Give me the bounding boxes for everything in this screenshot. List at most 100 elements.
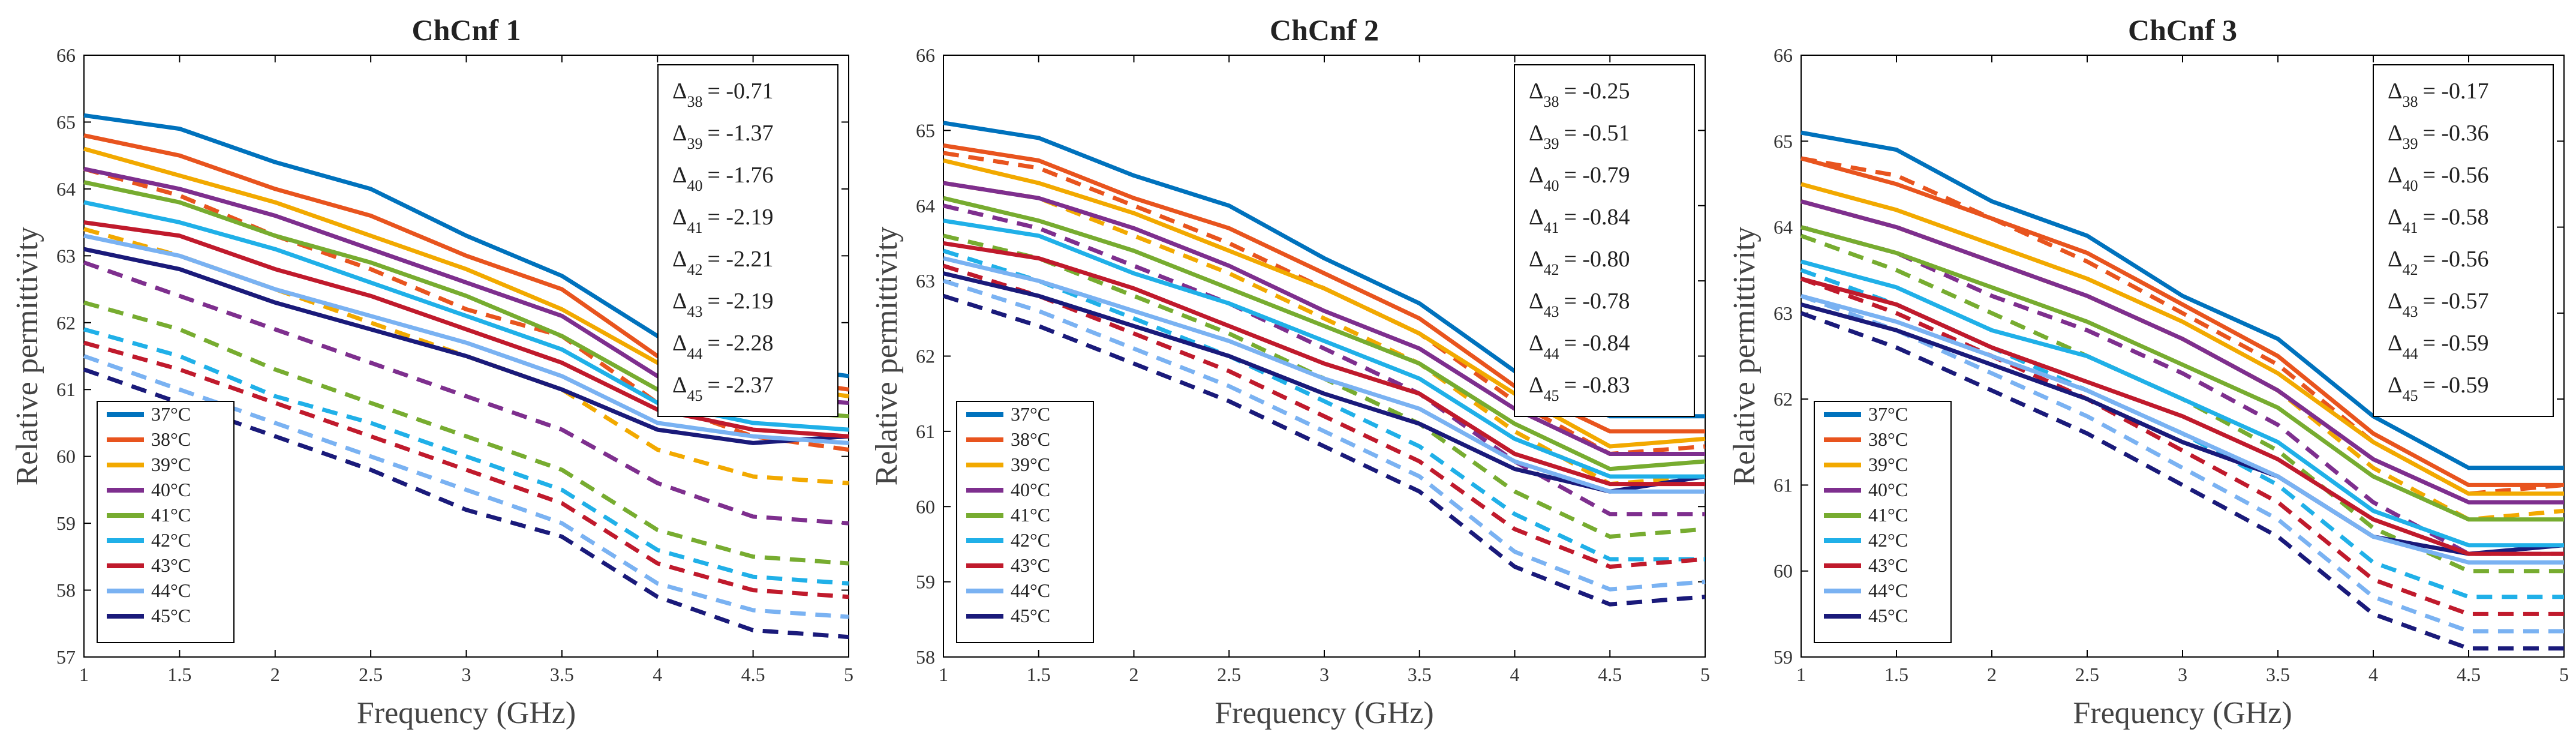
legend-label: 41°C	[1011, 504, 1050, 526]
dashed-series-line	[1800, 277, 2564, 616]
chart-panel-1: ChCnf 1 1 1.5 2 2.5 3 3.5 4 4.5 5 57 58 59 60 61 62 63 64…	[10, 13, 853, 730]
series-line	[943, 218, 1705, 479]
legend-label: 37°C	[1011, 403, 1050, 425]
x-tick-label: 2	[1987, 664, 1997, 685]
delta-value: = -0.79	[1564, 163, 1630, 188]
delta-value: = -0.80	[1564, 247, 1630, 272]
delta-value: = -0.84	[1564, 205, 1630, 230]
delta-value: = -0.78	[1564, 289, 1630, 314]
delta-entry: Δ42 = -0.80	[1529, 247, 1630, 278]
dashed-series-group	[942, 151, 1706, 607]
series-line	[943, 256, 1705, 494]
y-tick-label: 65	[916, 119, 935, 141]
x-tick-label: 4	[2368, 664, 2378, 685]
chart-title: ChCnf 3	[2128, 13, 2237, 47]
legend-label: 37°C	[1868, 403, 1908, 425]
x-tick-label: 1	[1796, 664, 1806, 685]
series-line	[1801, 302, 2565, 556]
legend-label: 43°C	[151, 554, 191, 576]
delta-symbol: Δ	[1529, 121, 1543, 146]
delta-subscript: 40	[2402, 177, 2418, 194]
delta-subscript: 40	[1543, 177, 1559, 194]
annotation-box	[1514, 64, 1695, 417]
delta-symbol: Δ	[2388, 373, 2402, 398]
legend-label: 41°C	[151, 504, 191, 526]
delta-symbol: Δ	[1529, 373, 1543, 398]
delta-subscript: 40	[687, 177, 702, 194]
y-tick-label: 63	[1774, 302, 1793, 324]
legend-label: 38°C	[1868, 428, 1908, 450]
series-line	[1801, 259, 2564, 548]
x-tick-label: 4.5	[2457, 664, 2481, 685]
x-tick-label: 3	[2178, 664, 2187, 685]
delta-symbol: Δ	[672, 205, 687, 230]
x-axis-label: Frequency (GHz)	[1215, 696, 1433, 730]
y-tick-label: 66	[1774, 44, 1793, 66]
dashed-series-line	[83, 340, 849, 599]
delta-entry: Δ38 = -0.17	[2388, 79, 2489, 110]
legend-label: 43°C	[1868, 554, 1908, 576]
delta-value: = -0.25	[1564, 79, 1630, 104]
y-tick-label: 64	[1774, 217, 1793, 238]
delta-subscript: 42	[1543, 261, 1559, 278]
delta-entry: Δ45 = -0.83	[1529, 373, 1630, 404]
series-line	[1801, 225, 2564, 522]
delta-value: = -0.84	[1564, 331, 1630, 356]
delta-entry: Δ44 = -2.28	[672, 331, 774, 362]
y-tick-label: 59	[916, 571, 935, 593]
delta-value: = -0.83	[1564, 373, 1630, 398]
delta-subscript: 39	[1543, 135, 1559, 152]
delta-subscript: 43	[2402, 303, 2418, 320]
delta-subscript: 45	[2402, 387, 2418, 404]
legend-label: 43°C	[1011, 554, 1050, 576]
x-tick-label: 1	[79, 664, 89, 685]
legend-label: 45°C	[1011, 605, 1050, 626]
delta-entry: Δ38 = -0.25	[1529, 79, 1630, 110]
y-tick-label: 62	[1774, 388, 1793, 410]
delta-symbol: Δ	[672, 331, 687, 356]
delta-value: = -0.58	[2422, 205, 2488, 230]
x-tick-label: 2	[270, 664, 280, 685]
legend-label: 39°C	[1011, 454, 1050, 475]
delta-entry: Δ40 = -0.79	[1529, 163, 1630, 194]
legend-label: 45°C	[1868, 605, 1908, 626]
delta-value: = -1.37	[707, 121, 773, 146]
delta-subscript: 43	[1543, 303, 1559, 320]
delta-symbol: Δ	[1529, 289, 1543, 314]
legend-label: 42°C	[1868, 529, 1908, 551]
legend-label: 40°C	[1011, 479, 1050, 500]
y-axis-label: Relative permittivity	[870, 227, 904, 486]
x-tick-label: 2.5	[1217, 664, 1241, 685]
delta-symbol: Δ	[2388, 247, 2402, 272]
delta-subscript: 39	[2402, 135, 2418, 152]
delta-value: = -0.59	[2422, 331, 2488, 356]
legend-label: 42°C	[151, 529, 191, 551]
delta-entry: Δ39 = -0.51	[1529, 121, 1630, 152]
chart-panel-3: ChCnf 3 1 1.5 2 2.5 3 3.5 4 4.5 5 59 60 61 62 63 64 65 66…	[1727, 13, 2569, 730]
y-tick-label: 61	[916, 421, 935, 442]
delta-entry: Δ44 = -0.59	[2388, 331, 2489, 362]
delta-value: = -0.36	[2422, 121, 2488, 146]
delta-symbol: Δ	[672, 121, 687, 146]
delta-entry: Δ40 = -1.76	[672, 163, 774, 194]
annotation-box	[2373, 64, 2554, 417]
y-tick-label: 57	[56, 646, 76, 668]
delta-entry: Δ43 = -2.19	[672, 289, 774, 320]
delta-value: = -2.21	[707, 247, 773, 272]
series-line	[83, 247, 849, 445]
legend: 37°C 38°C 39°C 40°C 41°C 42°C 43°C 44°C 45°C	[97, 401, 235, 643]
y-tick-label: 61	[1774, 474, 1793, 496]
delta-value: = -2.19	[707, 205, 773, 230]
delta-subscript: 39	[687, 135, 702, 152]
x-tick-label: 2.5	[2075, 664, 2099, 685]
dashed-series-line	[1801, 225, 2564, 556]
dashed-series-line	[83, 167, 849, 452]
delta-symbol: Δ	[672, 247, 687, 272]
chart-title: ChCnf 1	[412, 13, 521, 47]
x-tick-label: 2	[1129, 664, 1139, 685]
x-tick-label: 5	[844, 664, 853, 685]
dashed-series-line	[83, 327, 849, 586]
